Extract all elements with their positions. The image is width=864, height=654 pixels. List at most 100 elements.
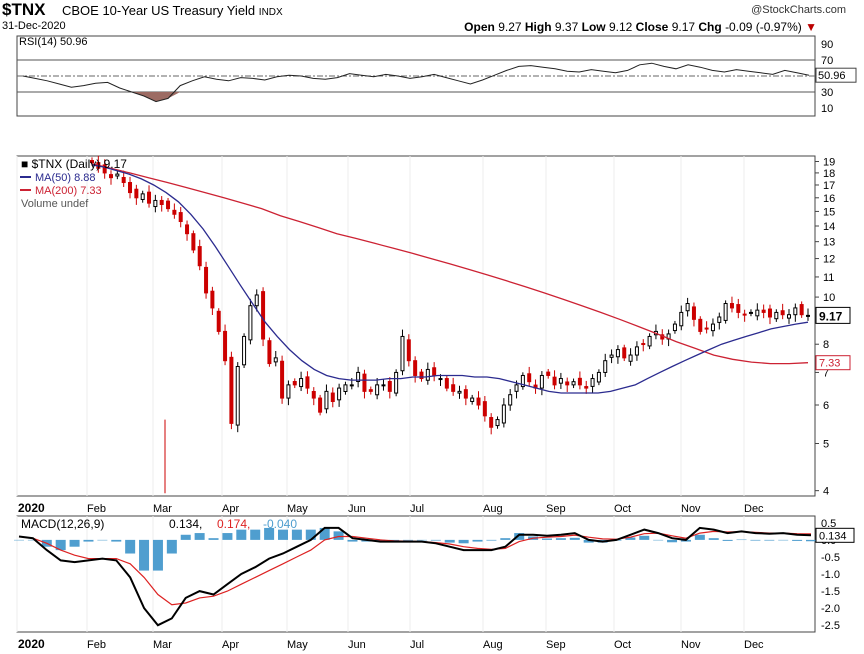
macd-histogram-bar — [430, 539, 441, 541]
candle-body — [362, 373, 367, 392]
open-value: 9.27 — [498, 20, 522, 34]
candle-body — [590, 378, 595, 387]
macd-x-tick-label: Oct — [614, 639, 631, 651]
macd-histogram-bar — [69, 539, 80, 547]
candle-body — [793, 307, 798, 316]
volume-legend-label: Volume undef — [21, 198, 89, 210]
candle-body — [400, 335, 405, 372]
macd-histogram-bar — [750, 539, 761, 541]
candle-body — [204, 266, 209, 294]
close-value: 9.17 — [671, 20, 696, 34]
candle-body — [470, 397, 475, 402]
candle-body — [147, 191, 152, 204]
macd-x-tick-label: Aug — [483, 639, 503, 651]
macd-histogram-bar — [166, 539, 177, 554]
macd-histogram-bar — [264, 527, 275, 540]
candle-body — [261, 291, 266, 340]
candle-body — [806, 314, 810, 317]
candle-body — [723, 303, 728, 321]
price-tick-label: 15 — [823, 206, 835, 218]
macd-histogram-bar — [583, 539, 594, 543]
macd-histogram-bar — [486, 539, 497, 541]
candle-body — [356, 371, 361, 383]
macd-histogram-bar — [722, 539, 733, 541]
candle-body — [102, 164, 107, 174]
ma200-value-tag — [815, 355, 851, 371]
price-tick-label: 10 — [823, 292, 835, 304]
macd-histogram-bar — [389, 539, 400, 541]
macd-histogram-label: -0.040 — [263, 517, 297, 531]
candle-body — [774, 311, 779, 320]
macd-histogram-bar — [139, 539, 150, 571]
price-tick-label: 6 — [823, 400, 829, 412]
candle-body — [736, 304, 741, 313]
macd-histogram-bar — [667, 539, 678, 543]
macd-histogram-bar — [653, 539, 664, 541]
candle-body — [742, 313, 747, 316]
price-tick-label: 12 — [823, 254, 835, 266]
price-tick-label: 19 — [823, 156, 835, 168]
macd-value-tag — [815, 527, 855, 543]
candle-body — [539, 374, 544, 389]
macd-histogram-bar — [403, 539, 414, 541]
candle-body — [615, 349, 620, 358]
ma200-value-label: 7.33 — [819, 358, 840, 370]
candle-body — [761, 309, 766, 313]
candle-body — [780, 310, 785, 316]
candle-body — [501, 404, 506, 424]
macd-tick-label: -1.0 — [821, 569, 840, 581]
ohlc-summary: Open 9.27 High 9.37 Low 9.12 Close 9.17 … — [464, 20, 817, 34]
candle-body — [584, 386, 589, 389]
price-tick-label: 5 — [823, 439, 829, 451]
macd-histogram-bar — [194, 533, 205, 540]
ma50-legend-label: MA(50) 8.88 — [35, 172, 96, 184]
candle-body — [223, 330, 228, 362]
candle-body — [444, 378, 449, 389]
candle-body — [710, 323, 715, 332]
candle-body — [153, 199, 158, 208]
candle-body — [495, 419, 500, 427]
macd-histogram-bar — [319, 527, 330, 540]
low-value: 9.12 — [608, 20, 633, 34]
candle-body — [140, 193, 145, 200]
candle-body — [647, 335, 652, 347]
candle-body — [463, 389, 468, 399]
candle-body — [242, 335, 247, 366]
candle-body — [387, 381, 392, 392]
macd-histogram-bar — [458, 539, 469, 544]
candle-body — [121, 176, 126, 184]
candle-body — [419, 371, 424, 380]
macd-histogram-bar — [347, 539, 358, 542]
candle-body — [609, 354, 614, 358]
last-price-label: 9.17 — [819, 309, 843, 323]
macd-histogram-bar — [792, 539, 803, 541]
candle-body — [476, 397, 481, 406]
macd-histogram-bar — [569, 537, 580, 540]
price-x-tick-label: Oct — [614, 503, 631, 515]
candle-body — [318, 397, 323, 413]
candle-body — [229, 356, 234, 424]
candle-body — [254, 294, 259, 307]
macd-histogram-bar — [625, 537, 636, 540]
macd-tick-label: -1.5 — [821, 586, 840, 598]
macd-x-tick-label: 2020 — [18, 637, 45, 651]
open-label: Open — [464, 20, 495, 34]
candle-body — [565, 381, 570, 386]
candle-body — [786, 314, 791, 319]
candle-body — [273, 357, 278, 363]
candle-body — [641, 343, 646, 346]
candle-body — [280, 360, 285, 399]
candle-body — [698, 318, 703, 332]
macd-histogram-bar — [806, 539, 816, 542]
price-tick-label: 16 — [823, 193, 835, 205]
candle-body — [748, 311, 753, 314]
price-tick-label: 17 — [823, 180, 835, 192]
macd-histogram-bar — [250, 529, 261, 540]
close-label: Close — [635, 20, 669, 34]
macd-histogram-bar — [514, 533, 525, 540]
macd-histogram-bar — [708, 538, 719, 540]
rsi-tick-label: 90 — [821, 39, 833, 51]
candle-body — [115, 173, 120, 177]
rsi-value-label: 50.96 — [818, 70, 846, 82]
candle-body — [622, 347, 627, 359]
